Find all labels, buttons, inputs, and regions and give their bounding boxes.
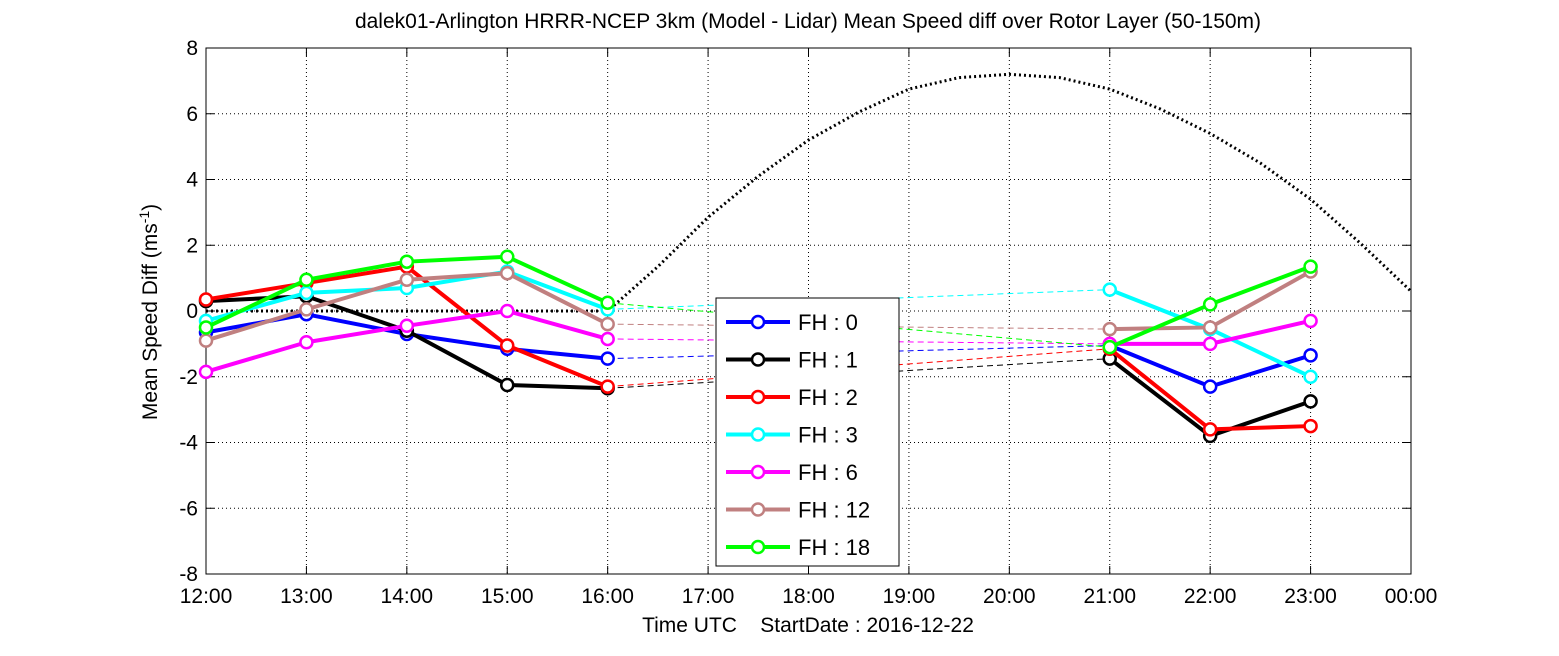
legend-marker [750, 389, 766, 405]
data-point [1102, 282, 1117, 297]
x-tick-label: 17:00 [682, 585, 735, 608]
data-point [1303, 313, 1318, 329]
reference-curve [206, 72, 1413, 313]
x-tick-label: 00:00 [1385, 585, 1438, 608]
y-tick-label: 6 [186, 103, 198, 126]
x-axis-label: Time UTC StartDate : 2016-12-22 [642, 614, 974, 637]
data-point [1303, 259, 1318, 274]
series-fh-6 [198, 303, 1318, 380]
x-tick-label: 14:00 [381, 585, 434, 608]
tick-labels: 12:00 13:00 14:00 15:00 16:00 17:00 18:00 19:00… [179, 37, 1437, 608]
series-fh-18 [198, 249, 1318, 355]
x-tick-label: 18:00 [782, 585, 835, 608]
data-point [299, 285, 314, 301]
data-point [1202, 379, 1218, 394]
reference-dotted-curve [206, 72, 1413, 313]
series-fh-2 [198, 259, 1318, 437]
x-tick-label: 21:00 [1083, 585, 1136, 608]
legend-label: FH : 3 [798, 423, 858, 448]
data-point [500, 338, 515, 353]
legend-box [715, 297, 900, 567]
y-tick-label: -6 [179, 497, 198, 520]
legend-entry: FH : 0 [726, 310, 858, 335]
y-tick-label: -8 [179, 563, 198, 586]
data-point [500, 377, 515, 393]
data-point [399, 272, 415, 288]
legend-marker [750, 464, 766, 480]
y-axis-label-superscript: -1 [136, 211, 152, 224]
legend-entry: FH : 18 [726, 535, 870, 560]
legend-label: FH : 0 [798, 310, 858, 335]
legend-entry: FH : 3 [726, 423, 858, 448]
data-point [1102, 321, 1117, 337]
data-point [600, 316, 615, 332]
legend-label: FH : 18 [798, 535, 870, 560]
data-point [500, 249, 515, 265]
chart-title: dalek01-Arlington HRRR-NCEP 3km (Model -… [355, 10, 1261, 33]
data-point [1303, 348, 1318, 363]
y-tick-label: 2 [186, 234, 198, 257]
data-point [1303, 418, 1318, 434]
data-point [299, 302, 314, 317]
data-point [500, 265, 515, 281]
data-point [399, 318, 415, 334]
data-point [1202, 422, 1218, 437]
data-point [1102, 339, 1117, 355]
data-point [198, 333, 214, 348]
x-tick-label: 12:00 [180, 585, 233, 608]
legend-entry: FH : 6 [726, 460, 858, 485]
series-fh-12 [198, 264, 1318, 348]
series-lines [198, 249, 1318, 444]
y-axis-label-end: ) [139, 204, 162, 211]
data-point [500, 303, 515, 319]
legend-marker [750, 539, 766, 555]
legend-label: FH : 12 [798, 498, 870, 523]
x-tick-label: 13:00 [280, 585, 333, 608]
x-tick-label: 20:00 [983, 585, 1036, 608]
y-tick-label: -2 [179, 366, 198, 389]
legend-marker [750, 352, 766, 367]
x-tick-label: 19:00 [883, 585, 936, 608]
x-tick-label: 15:00 [481, 585, 534, 608]
data-point [1303, 394, 1318, 409]
y-tick-label: 4 [186, 169, 198, 192]
x-tick-label: 23:00 [1284, 585, 1337, 608]
data-point [399, 254, 415, 269]
data-point [1202, 336, 1218, 352]
y-tick-label: -4 [179, 432, 198, 455]
legend-marker [750, 502, 766, 517]
x-tick-label: 22:00 [1184, 585, 1237, 608]
legend-label: FH : 1 [798, 348, 858, 373]
legend-marker [750, 427, 766, 442]
data-point [600, 379, 615, 394]
data-point [600, 295, 615, 311]
legend: FH : 0 FH : 1 FH : 2 FH : 3 FH : 6 FH : 12 FH … [715, 297, 900, 567]
data-point [198, 292, 214, 307]
data-point [600, 331, 615, 347]
legend-entry: FH : 1 [726, 348, 858, 373]
data-point [299, 334, 314, 350]
data-point [198, 320, 214, 335]
data-point [1202, 320, 1218, 335]
legend-marker [750, 314, 766, 330]
y-axis-label-main: Mean Speed Diff (ms [139, 223, 162, 420]
data-point [1202, 297, 1218, 312]
data-point [1303, 369, 1318, 384]
x-tick-label: 16:00 [581, 585, 634, 608]
legend-label: FH : 6 [798, 460, 858, 485]
data-point [600, 351, 615, 366]
data-point [299, 272, 314, 288]
y-axis-label: Mean Speed Diff (ms-1) [136, 204, 162, 420]
legend-entry: FH : 12 [726, 498, 870, 523]
y-tick-label: 8 [186, 37, 198, 60]
data-point [198, 364, 214, 380]
legend-entry: FH : 2 [726, 385, 858, 410]
legend-label: FH : 2 [798, 385, 858, 410]
y-tick-label: 0 [186, 300, 198, 323]
